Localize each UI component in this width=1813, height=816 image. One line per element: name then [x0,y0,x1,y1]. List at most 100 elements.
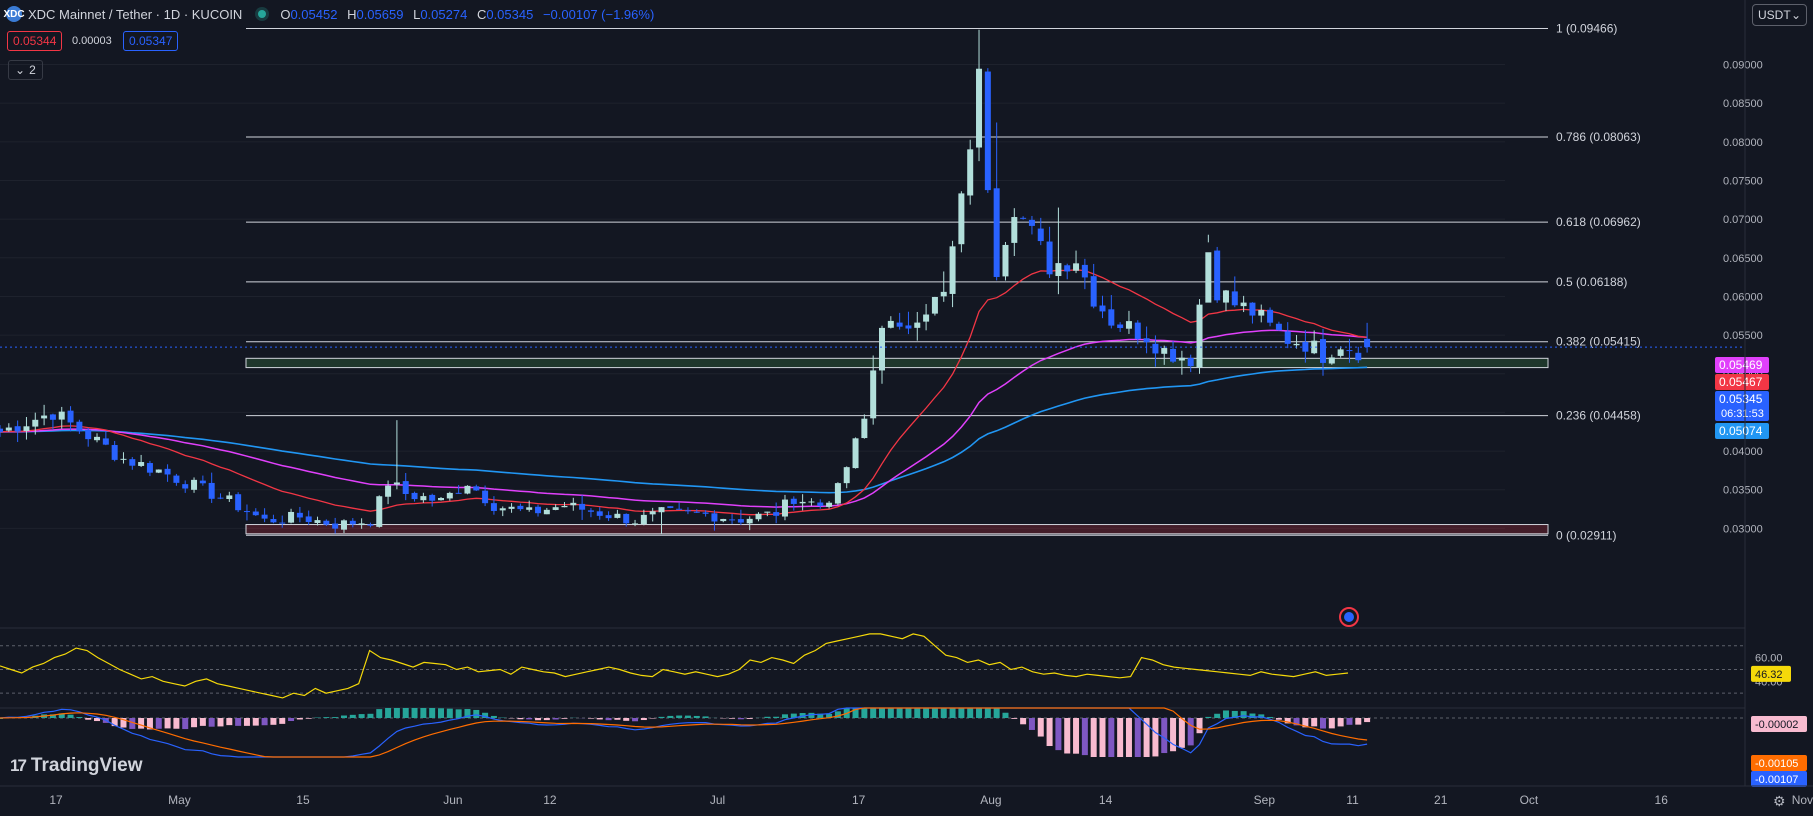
candle-body [164,468,171,475]
candle-body [446,492,453,499]
tv-logo-icon: 17 [10,756,27,775]
candle-body [226,495,233,500]
change-value: −0.00107 (−1.96%) [542,6,655,22]
candle-body [323,520,330,525]
price-label-box [1715,423,1769,439]
demand-zone [245,524,1549,535]
candle-body [905,325,912,329]
macd-histogram-bar [552,718,559,720]
macd-histogram-bar [1011,718,1018,719]
macd-histogram-bar [288,718,295,722]
rsi-value-box [1751,665,1791,682]
candle-body [1161,348,1168,354]
macd-histogram-bar [826,713,833,718]
candle-body [852,438,859,469]
candle-body [1170,348,1177,362]
currency-selector[interactable]: USDT ⌄ [1752,4,1807,26]
candle-body [729,519,736,521]
macd-histogram-bar [279,718,286,724]
candle-body [1064,265,1071,272]
candle-body [85,429,92,440]
candle-body [931,296,938,314]
candle-body [261,514,268,519]
macd-histogram-bar [1364,718,1371,723]
price-axis-tick: 0.06000 [1723,291,1763,303]
macd-value-label: -0.00107 [1755,774,1798,786]
candle-body [623,513,630,524]
candle-body [693,511,700,513]
candle-body [49,414,56,420]
candle-body [517,505,524,510]
close-value: 0.05345 [486,6,534,22]
macd-histogram-bar [490,715,497,718]
sell-button[interactable]: 0.05344 [7,31,63,51]
macd-histogram-bar [984,708,991,718]
macd-histogram-bar [1108,718,1115,757]
candle-body [658,507,665,513]
candle-body [746,518,753,524]
candle-body [1205,252,1212,303]
macd-histogram-bar [923,708,930,718]
candle-body [332,523,339,529]
candle-body [1117,324,1124,329]
macd-value-box [1751,771,1807,787]
time-axis-tick: Jun [443,793,462,807]
candle-body [976,68,983,148]
gear-icon[interactable]: ⚙ [1773,793,1786,809]
macd-histogram-bar [879,708,885,718]
macd-histogram-bar [1205,716,1212,718]
open-key: O [280,6,291,22]
macd-histogram-bar [640,718,647,721]
candle-body [896,322,903,327]
candle-body [1046,241,1053,275]
macd-histogram-bar [420,708,427,718]
candle-body [1275,323,1282,331]
candle-body [279,522,286,524]
macd-histogram-bar [1249,713,1256,718]
candle-body [834,483,841,504]
macd-histogram-bar [138,718,145,729]
candle-body [102,438,109,445]
macd-histogram-bar [887,708,894,718]
candle-body [376,496,383,527]
macd-histogram-bar [182,718,189,730]
open-value: 0.05452 [290,6,338,22]
candle-body [1073,263,1080,271]
macd-histogram-bar [1073,718,1080,754]
buy-button[interactable]: 0.05347 [123,31,179,51]
candle-body [940,291,947,297]
tradingview-logo[interactable]: 17 TradingView [10,755,143,777]
candle-body [1037,228,1044,242]
indicators-collapse-button[interactable]: ⌄ 2 [8,60,43,80]
candle-body [1249,302,1256,316]
macd-histogram-bar [332,717,339,718]
candle-body [490,503,497,511]
macd-histogram-bar [1355,718,1362,725]
candle-body [861,418,868,439]
candle-body [1293,343,1300,346]
candle-body [120,458,127,460]
candle-body [1178,357,1185,361]
macd-histogram-bar [781,714,788,718]
candle-body [773,512,780,516]
candle-body [340,520,347,530]
price-axis-tick: 0.04000 [1723,446,1763,458]
macd-histogram-bar [967,708,974,718]
macd-histogram-bar [949,708,956,718]
chevron-down-icon: ⌄ [1790,8,1801,22]
macd-histogram-bar [155,718,162,729]
candle-body [879,327,885,371]
candle-body [755,513,762,520]
candle-body [843,467,850,484]
price-axis-tick: 0.03000 [1723,523,1763,535]
symbol-title[interactable]: XDC Mainnet / Tether · 1D · KUCOIN [28,6,243,22]
candle-body [1337,349,1344,356]
macd-histogram-bar [129,718,136,729]
macd-histogram-bar [561,718,568,719]
macd-histogram-bar [1055,718,1062,751]
price-axis-tick: 0.06500 [1723,253,1763,265]
macd-histogram-bar [667,715,674,718]
macd-histogram-bar [1222,710,1229,718]
candle-body [314,520,321,523]
